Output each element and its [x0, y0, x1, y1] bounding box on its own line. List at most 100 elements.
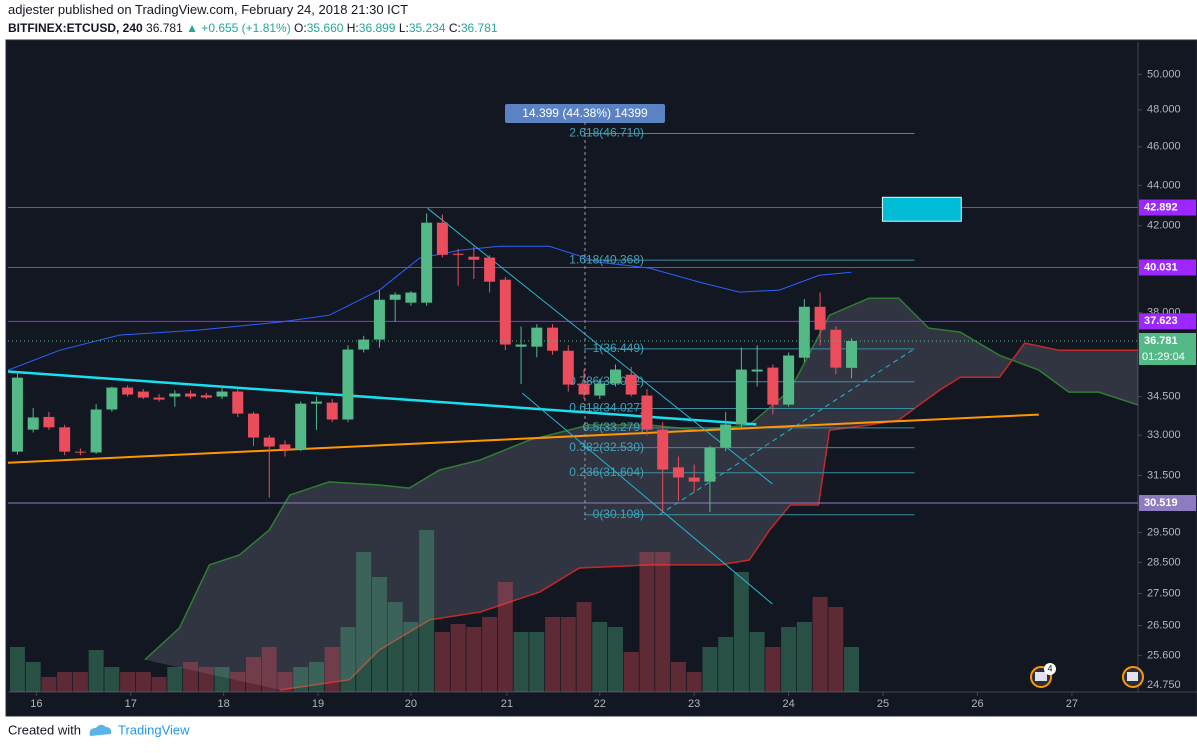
candle-body [279, 444, 291, 450]
candle-body [515, 344, 527, 347]
footer-brand[interactable]: TradingView [118, 722, 190, 737]
level-label: 40.031 [1144, 261, 1178, 273]
last-price-tag [1139, 332, 1196, 365]
volume-bar [371, 577, 387, 692]
candle-body [232, 391, 244, 414]
symbol: BITFINEX:ETCUSD, 240 [8, 21, 143, 35]
trend-line [8, 370, 757, 426]
h: 36.899 [359, 21, 396, 35]
volume-bar [686, 672, 702, 692]
volume-bar [9, 647, 25, 692]
fib-label: 0.618(34.027) [569, 401, 644, 415]
candle-body [798, 306, 810, 358]
candle-body [421, 222, 433, 303]
candle-body [783, 355, 795, 405]
candle-body [310, 401, 322, 404]
candle-body [185, 393, 197, 397]
volume-bar [812, 597, 828, 692]
level-label: 30.519 [1144, 497, 1178, 509]
header-line1: adjester published on TradingView.com, F… [8, 2, 408, 17]
volume-bar [828, 607, 844, 692]
measure-label: 14.399 (44.38%) 14399 [522, 106, 648, 120]
candle-body [358, 339, 370, 350]
footer-background [0, 717, 1197, 748]
last: 36.781 [146, 21, 183, 35]
h-label: H: [347, 21, 359, 35]
o: 35.660 [307, 21, 344, 35]
event-icons: 4 [1030, 663, 1144, 688]
candle-body [137, 391, 149, 398]
x-tick-label: 22 [594, 698, 606, 710]
fib-label: 1.618(40.368) [569, 252, 644, 266]
x-tick-label: 16 [30, 698, 42, 710]
candle-body [373, 299, 385, 340]
y-tick-label: 31.500 [1147, 469, 1181, 481]
event-count: 4 [1047, 663, 1052, 673]
last-price-label: 36.781 [1144, 335, 1178, 347]
candle-body [499, 279, 511, 345]
plot: 2.618(46.710)1.618(40.368)1(36.449)0.786… [8, 126, 1138, 692]
candle-body [342, 349, 354, 420]
candle-body [11, 377, 23, 452]
l: 35.234 [409, 21, 446, 35]
candle-body [688, 477, 700, 482]
level-tag [1139, 259, 1196, 276]
change: ▲ +0.655 (+1.81%) [186, 21, 291, 35]
candle-body [594, 383, 606, 396]
footer: Created with TradingView [0, 717, 1197, 748]
volume-bar [183, 662, 199, 692]
event-badge [1044, 663, 1056, 675]
volume-bar [576, 602, 592, 692]
fib-label: 0.382(32.530) [569, 440, 644, 454]
candle-body [562, 350, 574, 385]
logo[interactable] [89, 724, 112, 736]
volume-bar [623, 652, 639, 692]
published: published on TradingView.com, February 2… [58, 2, 408, 17]
y-tick-label: 50.000 [1147, 68, 1181, 80]
candle-body [625, 374, 637, 395]
fib-label: 1(36.449) [593, 341, 644, 355]
volume-bar [403, 622, 419, 692]
volume-bar [293, 667, 309, 692]
fib-label: 2.618(46.710) [569, 126, 644, 140]
volume-bar [72, 672, 88, 692]
volume-bar [151, 677, 167, 692]
candle-body [468, 256, 480, 260]
author[interactable]: adjester [8, 2, 55, 17]
x-tick-label: 19 [312, 698, 324, 710]
volume-bar [167, 667, 183, 692]
level-tag [1139, 313, 1196, 330]
fib-label: 0.236(31.604) [569, 465, 644, 479]
volume-bar [545, 617, 561, 692]
o-label: O: [294, 21, 307, 35]
x-tick-label: 25 [877, 698, 889, 710]
volume-bar [308, 662, 324, 692]
candle-body [200, 395, 212, 398]
y-tick-label: 26.500 [1147, 620, 1181, 632]
candle-body [751, 369, 763, 372]
chart-background [5, 39, 1197, 717]
volume-bar [88, 650, 104, 692]
volume-bar [198, 667, 214, 692]
volume-bar [214, 667, 230, 692]
volume-bar [670, 662, 686, 692]
candle-body [830, 329, 842, 368]
candle-body [735, 369, 747, 425]
volume-bar [419, 530, 435, 692]
candle-body [657, 429, 669, 470]
volume-bar [57, 672, 73, 692]
volume-bar [41, 677, 57, 692]
level-tag [1139, 495, 1196, 512]
y-tick-label: 46.000 [1147, 141, 1181, 153]
candle-body [389, 294, 401, 300]
volume-bar [104, 667, 120, 692]
candle-body [59, 427, 71, 452]
y-tick-label: 27.500 [1147, 587, 1181, 599]
c: 36.781 [461, 21, 498, 35]
candle-body [263, 437, 275, 447]
event-flag [1035, 672, 1047, 681]
volume-bar [796, 622, 812, 692]
candle-body [704, 447, 716, 482]
level-label: 42.892 [1144, 201, 1178, 213]
y-tick-label: 48.000 [1147, 104, 1181, 116]
